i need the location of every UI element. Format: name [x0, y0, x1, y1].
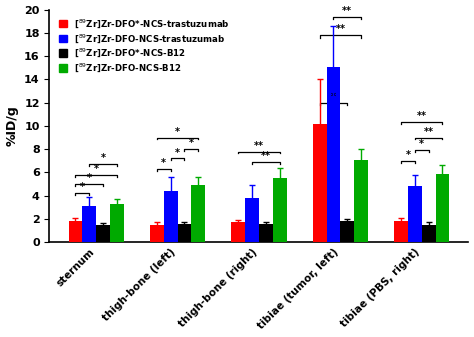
Text: **: **	[254, 141, 264, 151]
Text: *: *	[161, 158, 166, 168]
Bar	[245, 198, 259, 242]
Bar	[422, 225, 436, 242]
Bar	[327, 67, 340, 242]
Bar	[354, 160, 368, 242]
Text: **: **	[261, 151, 271, 161]
Text: **: **	[335, 24, 346, 34]
Bar	[178, 224, 191, 242]
Text: *: *	[175, 127, 180, 136]
Bar	[191, 185, 205, 242]
Bar	[96, 225, 110, 242]
Bar	[394, 221, 408, 242]
Text: *: *	[80, 182, 85, 192]
Text: *: *	[405, 150, 410, 160]
Legend: [$^{89}$Zr]Zr-DFO*-NCS-trastuzumab, [$^{89}$Zr]Zr-DFO-NCS-trastuzumab, [$^{89}$Z: [$^{89}$Zr]Zr-DFO*-NCS-trastuzumab, [$^{…	[58, 16, 231, 75]
Text: **: **	[424, 127, 434, 136]
Text: *: *	[419, 140, 424, 149]
Bar	[69, 221, 82, 242]
Text: **: **	[342, 6, 352, 16]
Text: *: *	[87, 173, 92, 183]
Bar	[259, 224, 273, 242]
Y-axis label: %ID/g: %ID/g	[6, 105, 18, 146]
Bar	[231, 222, 245, 242]
Text: *: *	[100, 153, 106, 163]
Text: **: **	[417, 112, 427, 121]
Text: *: *	[175, 148, 180, 158]
Bar	[82, 206, 96, 242]
Bar	[110, 204, 124, 242]
Bar	[436, 174, 449, 242]
Text: *: *	[94, 164, 99, 174]
Bar	[340, 221, 354, 242]
Bar	[164, 191, 178, 242]
Bar	[408, 186, 422, 242]
Bar	[313, 124, 327, 242]
Bar	[150, 225, 164, 242]
Text: *: *	[189, 138, 194, 148]
Bar	[273, 178, 287, 242]
Text: *: *	[331, 92, 336, 102]
